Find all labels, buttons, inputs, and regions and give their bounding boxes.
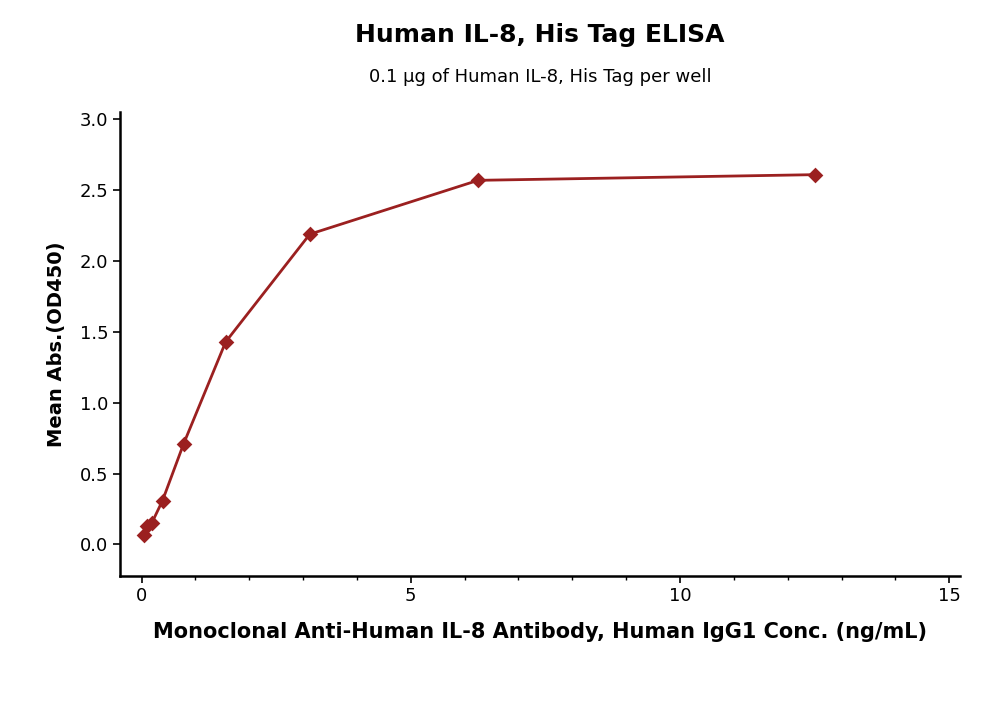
Point — [139, 520, 155, 531]
Point — [218, 336, 234, 347]
Point — [136, 529, 152, 540]
Point — [470, 175, 486, 186]
X-axis label: Monoclonal Anti-Human IL-8 Antibody, Human IgG1 Conc. (ng/mL): Monoclonal Anti-Human IL-8 Antibody, Hum… — [153, 622, 927, 642]
Text: 0.1 μg of Human IL-8, His Tag per well: 0.1 μg of Human IL-8, His Tag per well — [369, 68, 711, 86]
Text: Human IL-8, His Tag ELISA: Human IL-8, His Tag ELISA — [355, 23, 725, 47]
Point — [155, 495, 171, 506]
Point — [302, 229, 318, 240]
Point — [807, 169, 823, 180]
Y-axis label: Mean Abs.(OD450): Mean Abs.(OD450) — [47, 241, 66, 446]
Point — [176, 438, 192, 449]
Point — [144, 517, 160, 528]
